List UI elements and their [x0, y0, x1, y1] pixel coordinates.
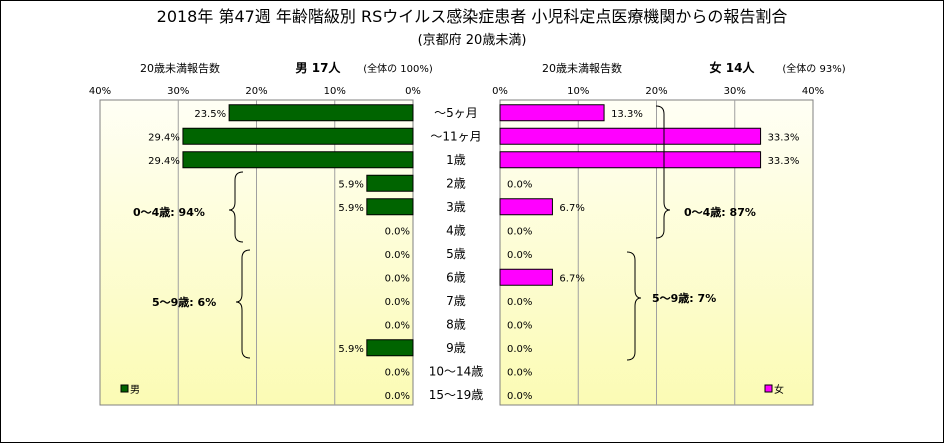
female-tick-label: 10%	[567, 86, 589, 97]
male-bar	[182, 127, 414, 145]
male-data-label: 5.9%	[338, 203, 363, 214]
male-title: 男 17人	[296, 60, 342, 75]
female-data-label: 6.7%	[559, 203, 584, 214]
female-data-label: 6.7%	[559, 273, 584, 284]
female-data-label: 33.3%	[768, 132, 800, 143]
female-bar	[499, 268, 553, 286]
male-legend-swatch	[120, 384, 129, 393]
female-bar	[499, 151, 762, 169]
male-tick-label: 0%	[405, 86, 421, 97]
male-tick-label: 30%	[167, 86, 189, 97]
chart-title: 2018年 第47週 年齢階級別 RSウイルス感染症患者 小児科定点医療機関から…	[157, 7, 788, 26]
male-data-label: 0.0%	[385, 391, 410, 402]
category-label: 8歳	[446, 317, 466, 331]
male-bar	[366, 198, 414, 216]
category-label: 2歳	[446, 176, 466, 190]
male-data-label: 23.5%	[194, 109, 226, 120]
category-label: 6歳	[446, 270, 466, 284]
female-brace-5-9	[626, 251, 642, 361]
female-title: 女 14人	[710, 60, 756, 75]
male-tick-label: 10%	[324, 86, 346, 97]
male-data-label: 0.0%	[385, 273, 410, 284]
male-report-label: 20歳未満報告数	[140, 62, 220, 75]
male-data-label: 0.0%	[385, 320, 410, 331]
female-data-label: 0.0%	[507, 250, 532, 261]
male-bar	[182, 151, 414, 169]
category-label: 〜11ヶ月	[430, 129, 481, 143]
female-data-label: 13.3%	[611, 109, 643, 120]
female-data-label: 0.0%	[507, 367, 532, 378]
category-label: 5歳	[446, 247, 466, 261]
male-annotation-0-4: 0〜4歳: 94%	[133, 205, 205, 219]
male-data-label: 29.4%	[148, 156, 180, 167]
category-label: 10〜14歳	[429, 364, 484, 378]
female-legend-swatch	[764, 384, 773, 393]
female-total: (全体の 93%)	[782, 62, 845, 75]
male-tick-label: 20%	[245, 86, 267, 97]
male-brace-0-4	[228, 171, 244, 243]
category-label: 4歳	[446, 223, 466, 237]
female-data-label: 0.0%	[507, 344, 532, 355]
category-label: 7歳	[446, 294, 466, 308]
chart-subtitle: (京都府 20歳未満)	[418, 33, 527, 48]
male-data-label: 0.0%	[385, 226, 410, 237]
female-bar	[499, 198, 553, 216]
female-data-label: 0.0%	[507, 226, 532, 237]
female-tick-label: 30%	[724, 86, 746, 97]
category-label: 1歳	[446, 153, 466, 167]
male-total: (全体の 100%)	[363, 62, 433, 75]
category-label: 3歳	[446, 200, 466, 214]
category-label: 〜5ヶ月	[434, 106, 478, 120]
female-report-label: 20歳未満報告数	[542, 62, 622, 75]
male-data-label: 5.9%	[338, 179, 363, 190]
male-legend-label: 男	[130, 384, 140, 396]
female-annotation-0-4: 0〜4歳: 87%	[684, 205, 756, 219]
male-bar	[366, 174, 414, 192]
category-label: 15〜19歳	[429, 388, 484, 402]
male-brace-5-9	[235, 249, 251, 359]
female-data-label: 0.0%	[507, 179, 532, 190]
female-tick-label: 40%	[802, 86, 824, 97]
female-annotation-5-9: 5〜9歳: 7%	[652, 291, 716, 305]
female-bar	[499, 104, 605, 122]
female-tick-label: 0%	[492, 86, 508, 97]
female-brace-0-4	[655, 105, 671, 239]
category-label: 9歳	[446, 341, 466, 355]
female-tick-label: 20%	[645, 86, 667, 97]
female-data-label: 0.0%	[507, 297, 532, 308]
male-data-label: 29.4%	[148, 132, 180, 143]
male-data-label: 0.0%	[385, 367, 410, 378]
female-data-label: 33.3%	[768, 156, 800, 167]
male-data-label: 5.9%	[338, 344, 363, 355]
male-data-label: 0.0%	[385, 250, 410, 261]
male-annotation-5-9: 5〜9歳: 6%	[152, 295, 216, 309]
female-legend-label: 女	[774, 383, 784, 396]
female-bar	[499, 127, 762, 145]
male-tick-label: 40%	[89, 86, 111, 97]
female-data-label: 0.0%	[507, 320, 532, 331]
male-bar	[228, 104, 414, 122]
female-data-label: 0.0%	[507, 391, 532, 402]
male-bar	[366, 339, 414, 357]
male-data-label: 0.0%	[385, 297, 410, 308]
